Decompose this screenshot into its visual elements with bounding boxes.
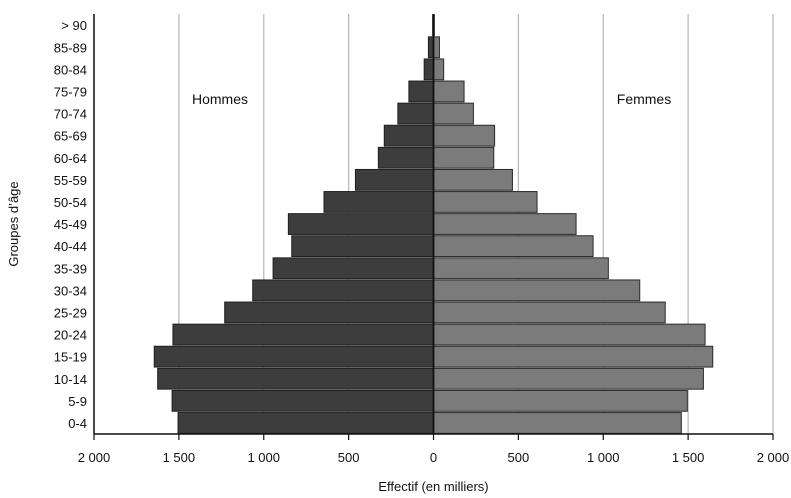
legend-label-femmes: Femmes	[617, 91, 671, 107]
y-tick-label-gt-90: > 90	[61, 18, 87, 33]
bar-femmes-15-19	[433, 345, 714, 368]
y-tick-label-40-44: 40-44	[54, 239, 87, 254]
x-tick-label-500: 500	[508, 450, 530, 465]
bar-hommes-45-49	[287, 213, 434, 235]
y-tick-label-70-74: 70-74	[54, 107, 87, 122]
bar-hommes-35-39	[272, 257, 434, 280]
tick-labels: 0-4 5-9 10-14 15-19 20-24 25-29 30-34 35-39 40-4…	[54, 18, 790, 465]
bar-hommes-10-14	[157, 367, 434, 390]
bar-hommes-75-79	[408, 80, 435, 103]
y-tick-label-75-79: 75-79	[54, 84, 87, 99]
bar-femmes-25-29	[433, 301, 666, 324]
bar-femmes-60-64	[433, 146, 495, 169]
bar-femmes-70-74	[433, 102, 474, 125]
bar-hommes-80-84	[423, 58, 435, 81]
bar-hommes-5-9	[171, 389, 435, 412]
bar-hommes-50-54	[323, 191, 435, 213]
bar-femmes-5-9	[433, 389, 688, 412]
bar-femmes-35-39	[433, 257, 609, 280]
y-axis-label: Groupes d’âge	[6, 181, 21, 266]
y-tick-label-55-59: 55-59	[54, 173, 87, 188]
y-tick-label-25-29: 25-29	[54, 305, 87, 320]
y-tick-label-5-9: 5-9	[68, 394, 87, 409]
x-tick-label-1-500: 1 500	[163, 450, 196, 465]
bar-hommes-70-74	[397, 102, 435, 125]
y-tick-label-30-34: 30-34	[54, 283, 87, 298]
y-tick-label-20-24: 20-24	[54, 328, 87, 343]
x-axis-label: Effectif (en milliers)	[378, 479, 488, 494]
x-tick-label-2-000: 2 000	[757, 450, 790, 465]
x-tick-label-1-500: 1 500	[672, 450, 705, 465]
bar-hommes-40-44	[291, 235, 435, 258]
bar-femmes-40-44	[433, 235, 594, 258]
y-tick-label-45-49: 45-49	[54, 217, 87, 232]
bar-hommes-65-69	[383, 124, 434, 147]
bar-femmes-30-34	[433, 279, 641, 302]
bar-femmes-0-4	[433, 412, 682, 434]
bar-hommes-55-59	[354, 168, 435, 191]
bar-hommes-20-24	[172, 323, 434, 346]
bar-hommes-30-34	[252, 279, 434, 302]
x-tick-label-1-000: 1 000	[247, 450, 280, 465]
y-tick-label-10-14: 10-14	[54, 372, 87, 387]
axes	[93, 14, 774, 440]
bar-femmes-10-14	[433, 367, 704, 390]
bar-femmes-80-84	[433, 58, 445, 81]
bar-femmes-55-59	[433, 168, 513, 191]
x-tick-label-1-000: 1 000	[587, 450, 620, 465]
y-tick-label-85-89: 85-89	[54, 40, 87, 55]
x-tick-label-500: 500	[338, 450, 360, 465]
x-tick-label-2-000: 2 000	[78, 450, 111, 465]
y-tick-label-65-69: 65-69	[54, 129, 87, 144]
bar-femmes-45-49	[433, 213, 577, 235]
x-tick-label-0: 0	[430, 450, 437, 465]
bar-hommes-0-4	[177, 412, 434, 434]
bars	[153, 14, 714, 434]
bar-hommes-15-19	[153, 345, 434, 368]
y-tick-label-0-4: 0-4	[68, 416, 87, 431]
bar-femmes-65-69	[433, 124, 496, 147]
bar-femmes-75-79	[433, 80, 465, 103]
y-tick-label-50-54: 50-54	[54, 195, 87, 210]
legend-label-hommes: Hommes	[192, 91, 248, 107]
bar-hommes-25-29	[224, 301, 434, 324]
y-tick-label-35-39: 35-39	[54, 261, 87, 276]
bar-femmes-20-24	[433, 323, 706, 346]
bar-hommes-60-64	[377, 146, 434, 169]
y-tick-label-80-84: 80-84	[54, 62, 87, 77]
y-tick-label-15-19: 15-19	[54, 350, 87, 365]
bar-femmes-50-54	[433, 191, 538, 213]
y-tick-label-60-64: 60-64	[54, 151, 87, 166]
